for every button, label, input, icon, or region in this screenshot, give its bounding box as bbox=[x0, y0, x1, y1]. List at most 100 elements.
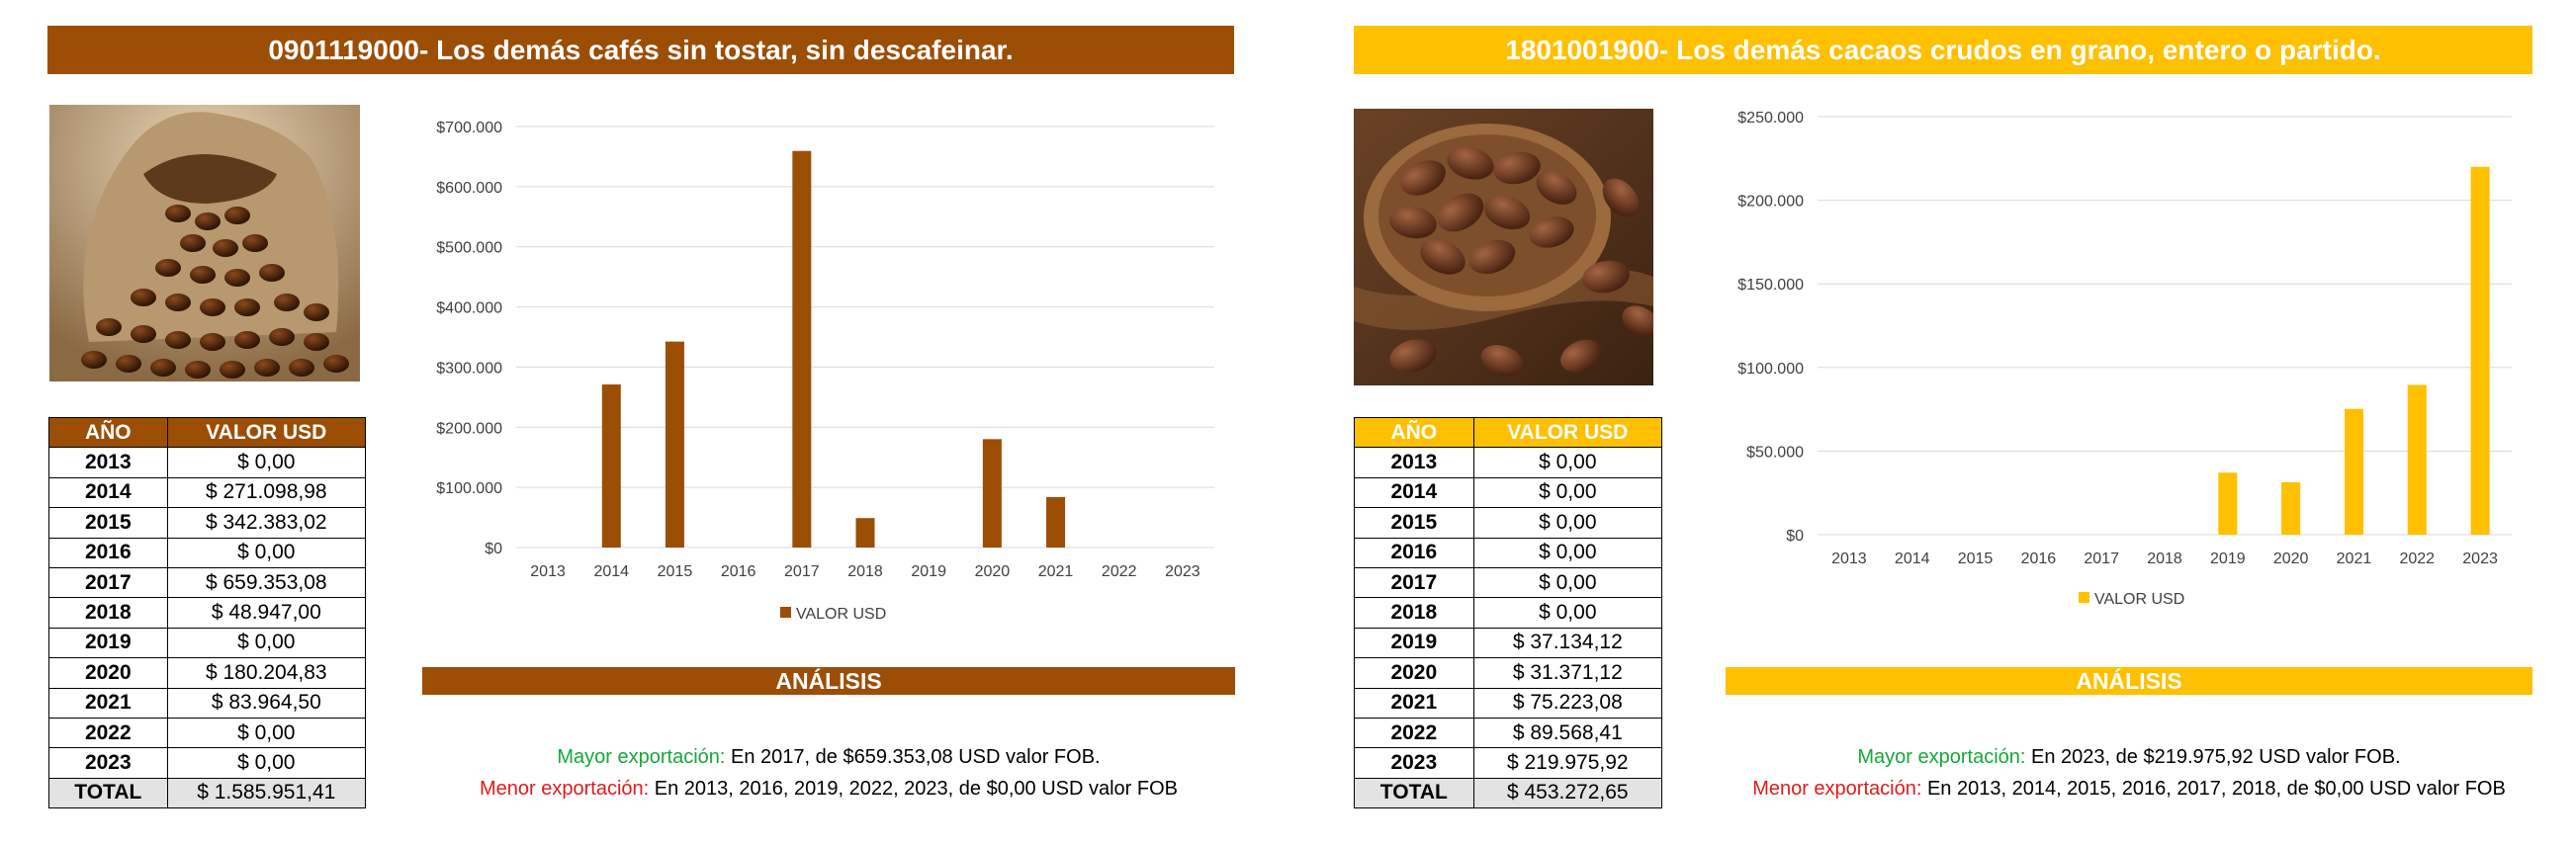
total-value: $ 1.585.951,41 bbox=[166, 777, 367, 809]
x-tick-label: 2023 bbox=[2462, 551, 2498, 567]
coffee-data-table: AÑO VALOR USD 2013 $ 0,00 2014 $ 271.098,98 20… bbox=[48, 416, 367, 809]
row-value: $ 0,00 bbox=[166, 747, 367, 779]
y-tick-label: $0 bbox=[485, 541, 502, 557]
row-value: $ 31.371,12 bbox=[1472, 657, 1663, 689]
bar bbox=[2281, 481, 2301, 535]
legend-swatch bbox=[2079, 592, 2089, 603]
menor-label: Menor exportación: bbox=[1752, 778, 1922, 800]
panel-title: 1801001900- Los demás cacaos crudos en g… bbox=[1354, 26, 2532, 74]
bar bbox=[601, 384, 621, 548]
x-tick-label: 2016 bbox=[2021, 551, 2057, 567]
total-row: TOTAL $ 1.585.951,41 bbox=[48, 777, 367, 809]
bar bbox=[2407, 384, 2427, 535]
bar bbox=[792, 150, 812, 548]
table-row: 2021 $ 75.223,08 bbox=[1354, 687, 1663, 719]
menor-text: En 2013, 2016, 2019, 2022, 2023, de $0,0… bbox=[649, 778, 1179, 800]
row-year: 2017 bbox=[48, 566, 168, 599]
row-value: $ 83.964,50 bbox=[166, 687, 367, 719]
row-value: $ 0,00 bbox=[166, 537, 367, 568]
table-row: 2017 $ 0,00 bbox=[1354, 566, 1663, 599]
legend-swatch bbox=[780, 607, 791, 618]
mayor-label: Mayor exportación: bbox=[1857, 746, 2026, 768]
row-value: $ 37.134,12 bbox=[1472, 627, 1663, 659]
y-tick-label: $0 bbox=[1786, 528, 1804, 545]
header-year: AÑO bbox=[1354, 416, 1474, 449]
row-value: $ 0,00 bbox=[1472, 597, 1663, 629]
x-tick-label: 2020 bbox=[975, 563, 1011, 580]
row-year: 2023 bbox=[1354, 747, 1474, 779]
total-label: TOTAL bbox=[48, 777, 168, 809]
analysis-summary: Mayor exportación: En 2017, de $659.353,… bbox=[422, 741, 1235, 805]
row-value: $ 271.098,98 bbox=[166, 476, 367, 509]
y-tick-label: $150.000 bbox=[1737, 277, 1804, 294]
row-year: 2018 bbox=[48, 597, 168, 629]
row-value: $ 0,00 bbox=[1472, 476, 1663, 509]
table-row: 2019 $ 37.134,12 bbox=[1354, 627, 1663, 659]
mayor-text: En 2017, de $659.353,08 USD valor FOB. bbox=[725, 746, 1101, 768]
x-tick-label: 2018 bbox=[847, 563, 883, 580]
table-row: 2019 $ 0,00 bbox=[48, 627, 367, 659]
x-tick-label: 2020 bbox=[2273, 551, 2309, 567]
bar bbox=[1046, 496, 1066, 548]
row-year: 2015 bbox=[1354, 507, 1474, 539]
cocoa-data-table: AÑO VALOR USD 2013 $ 0,00 2014 $ 0,00 2015 $ 0,… bbox=[1354, 416, 1663, 809]
bar bbox=[855, 518, 875, 548]
x-tick-label: 2022 bbox=[2399, 551, 2435, 567]
row-value: $ 0,00 bbox=[166, 717, 367, 749]
row-year: 2019 bbox=[48, 627, 168, 659]
row-year: 2018 bbox=[1354, 597, 1474, 629]
y-tick-label: $50.000 bbox=[1746, 444, 1804, 461]
row-year: 2021 bbox=[48, 687, 168, 719]
table-row: 2022 $ 0,00 bbox=[48, 717, 367, 749]
row-value: $ 180.204,83 bbox=[166, 657, 367, 689]
bar bbox=[665, 341, 684, 548]
total-label: TOTAL bbox=[1354, 777, 1474, 809]
row-value: $ 0,00 bbox=[1472, 537, 1663, 568]
y-tick-label: $700.000 bbox=[436, 120, 502, 136]
x-tick-label: 2019 bbox=[2210, 551, 2246, 567]
y-tick-label: $300.000 bbox=[436, 360, 502, 377]
row-value: $ 0,00 bbox=[1472, 566, 1663, 599]
panel-coffee: 0901119000- Los demás cafés sin tostar, … bbox=[0, 0, 1286, 847]
analysis-summary: Mayor exportación: En 2023, de $219.975,… bbox=[1726, 741, 2532, 805]
x-tick-label: 2019 bbox=[911, 563, 946, 580]
x-tick-label: 2018 bbox=[2147, 551, 2182, 567]
table-row: 2021 $ 83.964,50 bbox=[48, 687, 367, 719]
table-row: 2018 $ 48.947,00 bbox=[48, 597, 367, 629]
x-tick-label: 2017 bbox=[2084, 551, 2119, 567]
row-value: $ 219.975,92 bbox=[1472, 747, 1663, 779]
x-tick-label: 2015 bbox=[1958, 551, 1994, 567]
table-row: 2014 $ 0,00 bbox=[1354, 476, 1663, 509]
table-row: 2013 $ 0,00 bbox=[48, 447, 367, 478]
row-year: 2023 bbox=[48, 747, 168, 779]
bar bbox=[2470, 166, 2490, 535]
x-tick-label: 2014 bbox=[1895, 551, 1930, 567]
table-row: 2018 $ 0,00 bbox=[1354, 597, 1663, 629]
row-value: $ 48.947,00 bbox=[166, 597, 367, 629]
table-row: 2015 $ 0,00 bbox=[1354, 507, 1663, 539]
x-tick-label: 2017 bbox=[784, 563, 820, 580]
coffee-beans-image bbox=[49, 105, 360, 381]
y-tick-label: $200.000 bbox=[1737, 194, 1804, 211]
mayor-text: En 2023, de $219.975,92 USD valor FOB. bbox=[2025, 746, 2401, 768]
row-year: 2020 bbox=[1354, 657, 1474, 689]
x-tick-label: 2022 bbox=[1102, 563, 1137, 580]
table-row: 2022 $ 89.568,41 bbox=[1354, 717, 1663, 749]
y-tick-label: $400.000 bbox=[436, 300, 502, 317]
analysis-title: ANÁLISIS bbox=[1726, 667, 2532, 695]
row-year: 2021 bbox=[1354, 687, 1474, 719]
row-value: $ 0,00 bbox=[1472, 507, 1663, 539]
table-row: 2016 $ 0,00 bbox=[48, 537, 367, 568]
row-value: $ 0,00 bbox=[166, 627, 367, 659]
table-row: 2016 $ 0,00 bbox=[1354, 537, 1663, 568]
table-row: 2023 $ 0,00 bbox=[48, 747, 367, 779]
mayor-label: Mayor exportación: bbox=[557, 746, 726, 768]
menor-text: En 2013, 2014, 2015, 2016, 2017, 2018, d… bbox=[1921, 778, 2506, 800]
x-tick-label: 2021 bbox=[1038, 563, 1074, 580]
table-row: 2020 $ 31.371,12 bbox=[1354, 657, 1663, 689]
row-value: $ 342.383,02 bbox=[166, 507, 367, 539]
header-value: VALOR USD bbox=[1472, 416, 1663, 449]
x-tick-label: 2015 bbox=[658, 563, 693, 580]
row-year: 2022 bbox=[1354, 717, 1474, 749]
